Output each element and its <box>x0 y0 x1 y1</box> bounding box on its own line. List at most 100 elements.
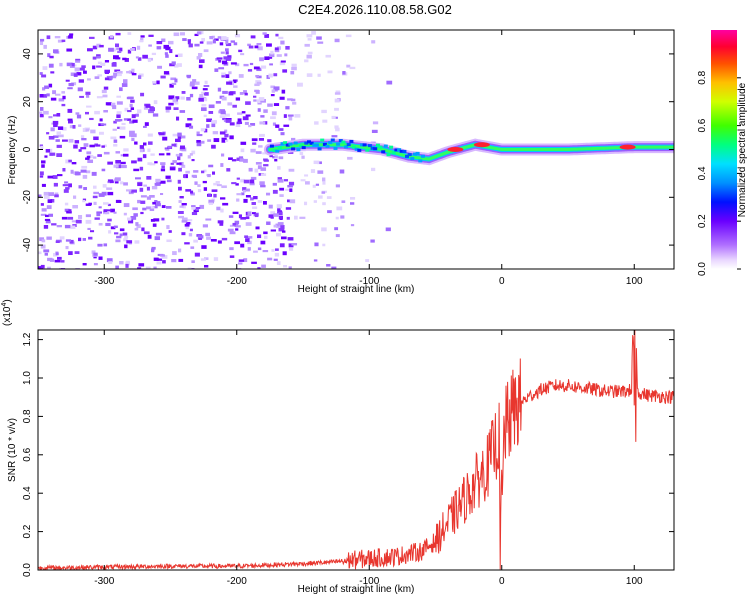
colorbar-tick-label: 0.0 <box>697 262 708 276</box>
spectrogram-noise-cell <box>67 118 73 121</box>
spectrogram-noise-cell <box>193 209 199 213</box>
spectrogram-noise-cell <box>228 215 234 218</box>
spectrogram-noise-cell <box>62 184 69 187</box>
spectrogram-noise-cell <box>335 234 340 238</box>
spectrogram-noise-cell <box>233 42 238 46</box>
signal-track-blob <box>304 141 309 145</box>
spectrogram-noise-cell <box>166 152 171 156</box>
spectrogram-noise-cell <box>190 192 195 196</box>
spectrogram-noise-cell <box>119 228 125 232</box>
spectrogram-noise-cell <box>178 248 182 253</box>
spectrogram-noise-cell <box>94 110 100 115</box>
signal-track-blob <box>307 140 311 144</box>
spectrogram-noise-cell <box>49 55 54 59</box>
spectrogram-noise-cell <box>87 48 93 52</box>
spectrogram-noise-cell <box>372 121 379 125</box>
spectrogram-noise-cell <box>317 73 321 77</box>
spectrogram-noise-cell <box>334 98 340 103</box>
spectrogram-noise-cell <box>243 90 247 94</box>
spectrogram-noise-cell <box>74 140 80 144</box>
spectrogram-noise-cell <box>370 239 375 243</box>
spectrogram-noise-cell <box>130 216 137 220</box>
spectrogram-noise-cell <box>45 214 49 218</box>
signal-track-blob <box>283 141 288 145</box>
spectrogram-noise-cell <box>277 166 281 170</box>
spectrogram-noise-cell <box>239 158 245 162</box>
spectrogram-noise-cell <box>251 261 257 264</box>
spectrogram-noise-cell <box>68 183 72 188</box>
spectrogram-noise-cell <box>57 126 64 130</box>
spectrogram-noise-cell <box>256 67 262 72</box>
spectrogram-noise-cell <box>38 266 44 269</box>
spectrogram-noise-cell <box>80 135 85 138</box>
spectrogram-noise-cell <box>44 195 50 199</box>
spectrogram-noise-cell <box>365 259 370 263</box>
spectrogram-noise-cell <box>102 184 107 188</box>
spectrogram-noise-cell <box>65 239 72 242</box>
spectrogram-noise-cell <box>212 171 216 175</box>
spectrogram-noise-cell <box>257 234 262 239</box>
spectrogram-noise-cell <box>82 238 86 241</box>
spectrogram-noise-cell <box>339 169 345 174</box>
spectrogram-y-tick-label: -20 <box>22 190 33 205</box>
spectrogram-noise-cell <box>108 261 113 264</box>
spectrogram-noise-cell <box>75 60 81 63</box>
spectrogram-noise-cell <box>96 43 101 48</box>
spectrogram-noise-cell <box>207 139 212 142</box>
spectrogram-noise-cell <box>273 86 280 91</box>
spectrogram-noise-cell <box>208 202 214 205</box>
spectrogram-noise-cell <box>322 202 326 206</box>
spectrogram-noise-cell <box>181 135 186 139</box>
signal-track-blob <box>389 145 394 149</box>
spectrogram-noise-cell <box>385 227 391 232</box>
spectrogram-noise-cell <box>126 71 131 74</box>
spectrogram-noise-cell <box>109 180 114 184</box>
spectrogram-noise-cell <box>127 32 132 35</box>
spectrogram-noise-cell <box>177 132 182 137</box>
spectrogram-noise-cell <box>272 122 276 126</box>
chart-title: C2E4.2026.110.08.58.G02 <box>298 2 452 17</box>
spectrogram-noise-cell <box>221 36 227 41</box>
spectrogram-noise-cell <box>237 112 243 115</box>
spectrogram-noise-cell <box>51 223 57 226</box>
spectrogram-noise-cell <box>222 90 228 94</box>
spectrogram-noise-cell <box>102 94 108 98</box>
spectrogram-noise-cell <box>85 214 91 218</box>
signal-track-blob <box>373 147 378 151</box>
spectrogram-noise-cell <box>61 216 68 220</box>
spectrogram-noise-cell <box>128 219 134 224</box>
spectrogram-noise-cell <box>273 224 278 228</box>
spectrogram-noise-cell <box>276 232 282 237</box>
spectrogram-noise-cell <box>140 92 145 97</box>
spectrogram-noise-cell <box>135 56 139 59</box>
spectrogram-noise-cell <box>101 145 105 148</box>
spectrogram-noise-cell <box>311 31 316 35</box>
spectrogram-noise-cell <box>136 224 141 229</box>
spectrogram-noise-cell <box>254 213 259 218</box>
spectrogram-noise-cell <box>221 237 228 241</box>
spectrogram-noise-cell <box>123 182 128 186</box>
spectrogram-noise-cell <box>110 35 114 39</box>
spectrogram-noise-cell <box>275 33 279 37</box>
spectrogram-noise-cell <box>196 56 201 60</box>
spectrogram-noise-cell <box>234 220 240 225</box>
spectrogram-noise-cell <box>211 189 218 192</box>
spectrogram-noise-cell <box>191 174 197 178</box>
spectrogram-x-tick-label: 100 <box>626 276 643 287</box>
spectrogram-noise-cell <box>176 116 180 121</box>
spectrogram-noise-cell <box>170 162 174 165</box>
spectrogram-noise-cell <box>274 155 278 159</box>
spectrogram-noise-cell <box>199 59 205 63</box>
spectrogram-noise-cell <box>245 195 251 198</box>
spectrogram-noise-cell <box>221 96 227 101</box>
spectrogram-noise-cell <box>144 122 149 126</box>
spectrogram-noise-cell <box>286 216 290 220</box>
spectrogram-noise-cell <box>203 98 208 102</box>
spectrogram-noise-cell <box>335 90 341 94</box>
spectrogram-noise-cell <box>139 187 144 192</box>
spectrogram-noise-cell <box>168 40 174 45</box>
spectrogram-noise-cell <box>152 206 158 209</box>
spectrogram-noise-cell <box>244 235 249 239</box>
spectrogram-noise-cell <box>39 41 44 46</box>
spectrogram-noise-cell <box>154 161 158 164</box>
